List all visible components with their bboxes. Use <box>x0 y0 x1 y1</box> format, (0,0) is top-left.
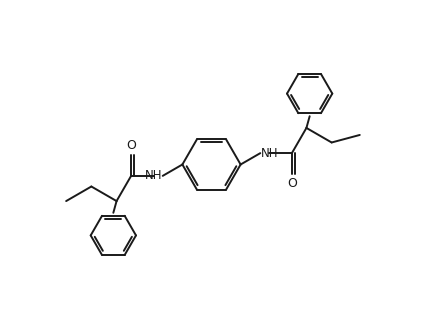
Text: O: O <box>287 177 297 190</box>
Text: O: O <box>126 139 136 152</box>
Text: NH: NH <box>144 169 162 182</box>
Text: NH: NH <box>261 147 279 160</box>
